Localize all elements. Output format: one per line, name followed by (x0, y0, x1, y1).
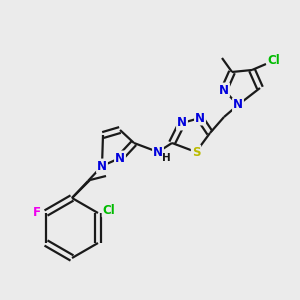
Text: Cl: Cl (103, 203, 116, 217)
Text: Cl: Cl (268, 53, 281, 67)
Text: H: H (162, 153, 170, 163)
Text: S: S (192, 146, 200, 158)
Text: N: N (115, 152, 125, 164)
Text: N: N (195, 112, 205, 124)
Text: N: N (233, 98, 243, 112)
Text: F: F (33, 206, 41, 220)
Text: N: N (219, 83, 229, 97)
Text: N: N (177, 116, 187, 130)
Text: N: N (153, 146, 163, 158)
Text: N: N (97, 160, 107, 172)
